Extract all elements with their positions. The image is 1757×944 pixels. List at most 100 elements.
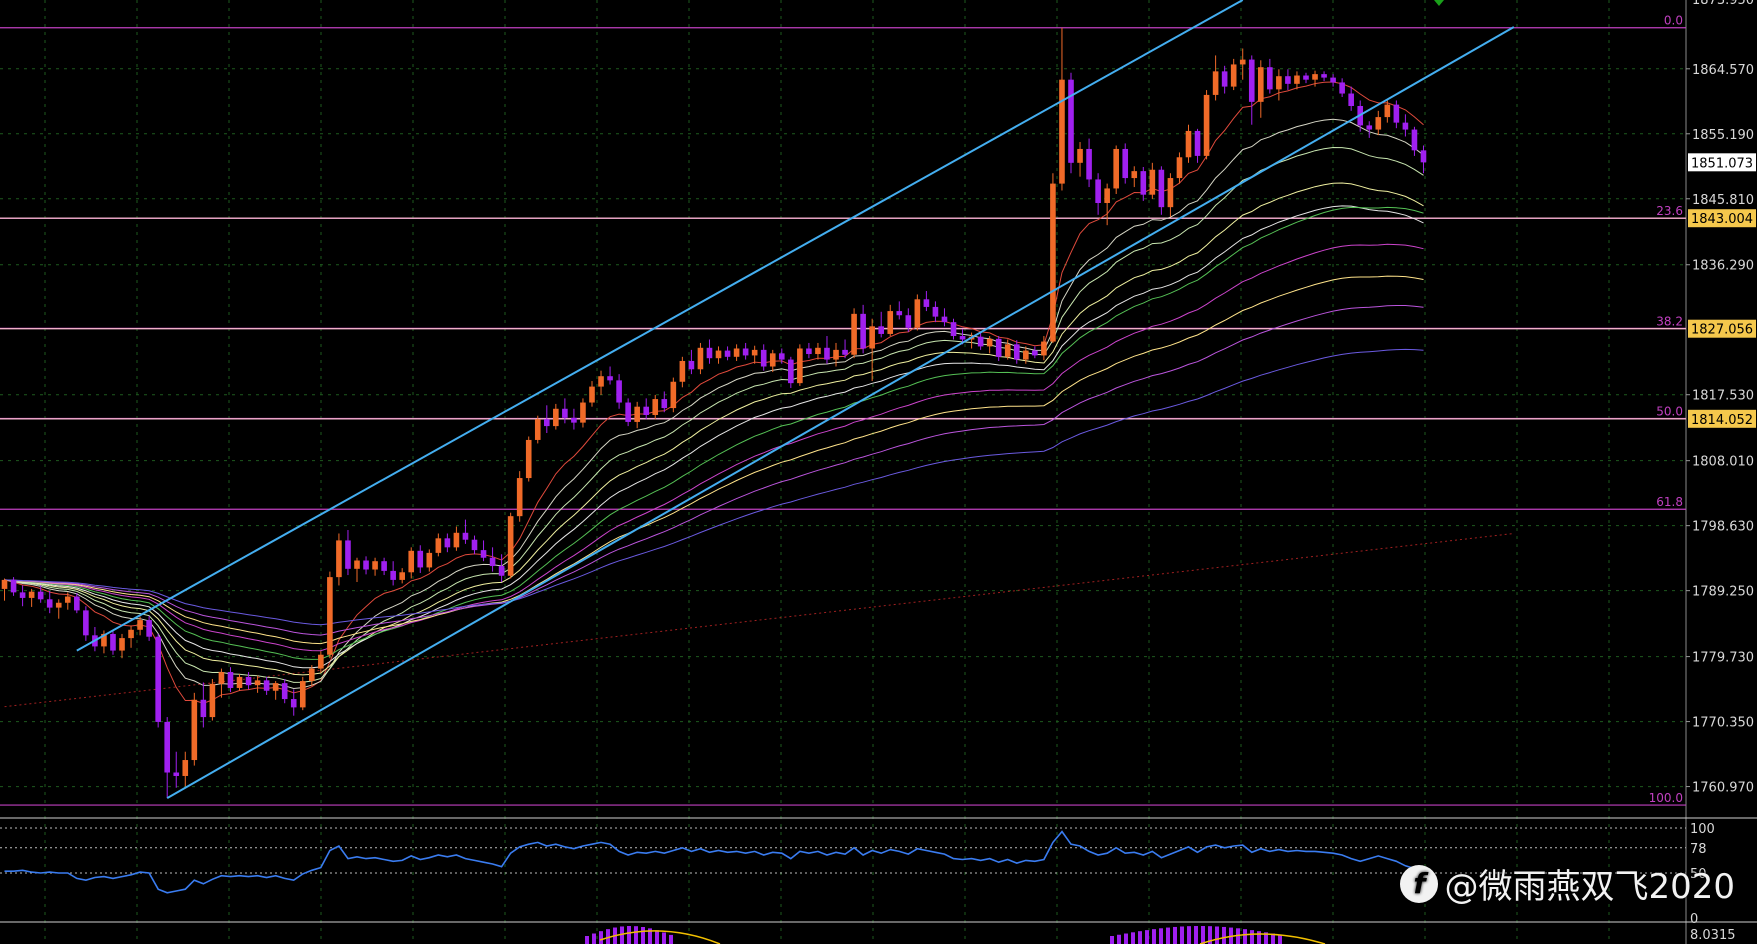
candle-body [408, 550, 415, 573]
ema-line [4, 305, 1424, 636]
candle-body [607, 376, 613, 381]
candle-body [200, 699, 207, 718]
candle-body [715, 350, 722, 359]
ema-line [4, 205, 1424, 669]
histogram-bar [1208, 926, 1212, 944]
candle-body [697, 347, 704, 370]
histogram-bar [1215, 926, 1219, 944]
histogram-bar [627, 926, 631, 944]
histogram-bar [1187, 926, 1191, 944]
candle-body [959, 336, 966, 340]
candle-body [1230, 64, 1237, 87]
price-axis-label: 1817.530 [1692, 389, 1754, 404]
histogram-bar [1180, 926, 1184, 944]
candle-body [1086, 148, 1092, 180]
candle-body [580, 402, 586, 423]
candle-body [74, 596, 80, 611]
watermark-text: @微雨燕双飞2020 [1444, 867, 1735, 907]
candle-body [19, 592, 26, 598]
candle-body [733, 348, 740, 357]
candle-body [209, 683, 216, 718]
candle-body [1176, 157, 1183, 179]
candle-body [1239, 59, 1246, 65]
ema-line [4, 348, 1424, 626]
histogram-bar [1250, 930, 1254, 944]
ema-line [4, 243, 1424, 652]
candle-body [399, 572, 405, 580]
histogram-bar [1278, 934, 1282, 944]
candle-body [1013, 344, 1020, 360]
histogram-bar [620, 926, 624, 944]
candle-body [128, 629, 134, 639]
candle-body [1122, 148, 1129, 179]
candle-body [1303, 75, 1309, 80]
histogram-bar [1173, 926, 1177, 944]
candle-body [218, 672, 225, 684]
histogram-bar [655, 930, 659, 944]
candle-body [345, 540, 351, 569]
candle-body [498, 566, 505, 576]
candle-body [833, 349, 839, 360]
candle-body [263, 680, 270, 691]
fib-level-label: 50.0 [1656, 404, 1683, 418]
candle-body [164, 721, 171, 773]
histogram-bar [1124, 933, 1128, 944]
histogram-bar [1201, 926, 1205, 944]
candle-body [1411, 129, 1418, 151]
ema-line [4, 81, 1424, 704]
candle-body [887, 311, 894, 334]
candle-body [1041, 341, 1047, 356]
ema-line [4, 182, 1424, 676]
candle-body [878, 326, 885, 334]
candle-body [37, 591, 44, 600]
candle-body [562, 408, 568, 418]
histogram-bar [1243, 929, 1247, 944]
candle-body [462, 532, 469, 540]
candle-body [1158, 169, 1165, 208]
candle-body [1185, 130, 1192, 158]
grid [0, 0, 1686, 944]
price-axis-label: 1760.970 [1692, 781, 1754, 796]
ema-line [4, 206, 1424, 660]
candle-body [281, 683, 288, 700]
price-axis-label: 1855.190 [1692, 128, 1754, 143]
candle-body [1050, 183, 1056, 342]
histogram-bar [585, 936, 589, 944]
histogram-bar [662, 932, 666, 944]
candle-body [1059, 79, 1065, 184]
candle-body [869, 326, 875, 349]
candle-body [10, 579, 17, 593]
candle-body [83, 610, 89, 636]
fib-level-label: 38.2 [1656, 314, 1683, 328]
candle-body [923, 299, 930, 307]
candle-body [119, 638, 125, 651]
candle-body [1420, 150, 1427, 163]
candle-body [688, 360, 695, 370]
candle-body [1131, 171, 1138, 179]
candle-body [986, 338, 993, 347]
candle-body [191, 699, 198, 761]
candle-body [299, 681, 306, 708]
candle-body [182, 760, 189, 776]
candle-body [1375, 117, 1382, 130]
price-axis-label: 1779.730 [1692, 651, 1754, 666]
price-axis-label-top: 1873.950 [1692, 0, 1754, 8]
price-axis-label: 1808.010 [1692, 455, 1754, 470]
candle-body [64, 596, 71, 603]
candle-body [1194, 130, 1201, 156]
candle-body [1212, 71, 1219, 95]
channel-lower-line [166, 26, 1515, 800]
candle-body [290, 699, 297, 708]
histogram-bar [592, 933, 596, 944]
candle-body [950, 322, 957, 337]
candle-body [480, 550, 487, 558]
candle-body [1004, 344, 1011, 357]
candle-body [1257, 67, 1264, 102]
fib-level-label: 0.0 [1664, 14, 1683, 28]
price-axis-label: 1798.630 [1692, 520, 1754, 535]
candle-body [1167, 178, 1174, 208]
histogram-bar [1271, 933, 1275, 944]
candle-body [1294, 75, 1300, 84]
histogram-bar [1222, 926, 1226, 944]
